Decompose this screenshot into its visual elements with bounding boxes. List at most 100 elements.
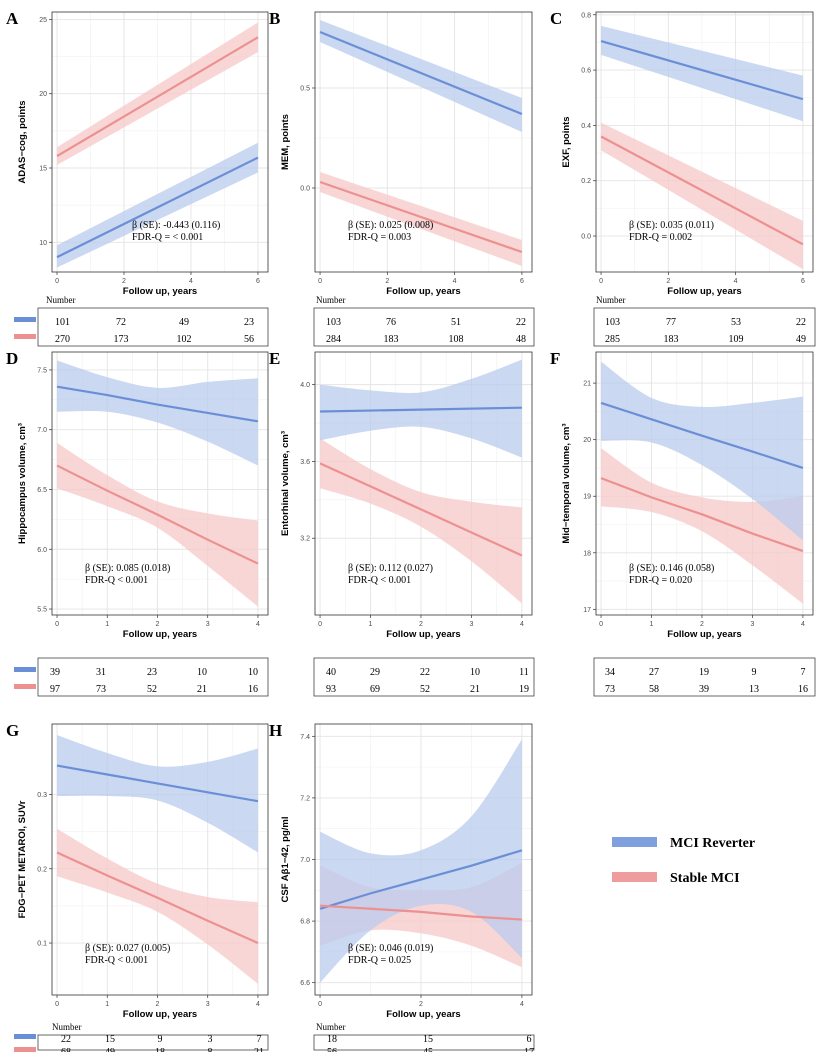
table-cell: 22	[420, 667, 430, 678]
ci-band-reverter	[320, 20, 522, 132]
table-cell: 49	[105, 1047, 115, 1052]
table-cell: 103	[605, 317, 620, 328]
ci-band-reverter	[57, 735, 258, 853]
table-cell: 8	[208, 1047, 213, 1052]
x-axis-label: Follow up, years	[667, 286, 741, 297]
table-cell: 49	[796, 334, 806, 345]
x-tick-label: 4	[734, 278, 738, 285]
number-table: Number 18 15 6 56 45 17	[313, 1022, 535, 1052]
y-tick-label: 0.0	[581, 234, 591, 241]
x-tick-label: 4	[453, 278, 457, 285]
table-cell: 6	[527, 1034, 532, 1045]
x-tick-label: 2	[156, 1001, 160, 1008]
table-cell: 51	[451, 317, 461, 328]
plot-frame	[314, 351, 533, 616]
x-tick-label: 0	[55, 278, 59, 285]
table-cell: 10	[248, 667, 258, 678]
y-axis-label: EXF, points	[561, 116, 572, 167]
table-key-reverter	[14, 1034, 36, 1039]
series-line-stable	[600, 477, 804, 553]
x-tick-label: 0	[599, 621, 603, 628]
x-tick-label: 4	[256, 621, 260, 628]
table-cell: 40	[326, 667, 336, 678]
plot-frame	[51, 351, 269, 616]
y-tick-label: 21	[583, 381, 591, 388]
plot-frame	[51, 11, 269, 273]
y-tick-label: 0.8	[581, 12, 591, 19]
table-cell: 77	[666, 317, 676, 328]
table-cell: 7	[257, 1034, 262, 1045]
y-tick-label: 0.4	[581, 123, 591, 130]
y-tick-label: 15	[39, 166, 47, 173]
x-tick-label: 3	[469, 621, 473, 628]
y-tick-label: 3.6	[300, 459, 310, 466]
x-axis-label: Follow up, years	[667, 629, 741, 640]
table-box	[593, 657, 816, 697]
series-line-stable	[600, 135, 804, 246]
panel-c: 0 2 4 6 0.0 0.2 0.4 0.6 0.8 Follow up, years EXF, …	[550, 9, 816, 347]
table-cell: 48	[516, 334, 526, 345]
ci-band-reverter	[601, 361, 803, 541]
number-table: 34 27 19 9 7 73 58 39 13 16	[593, 657, 816, 697]
table-cell: 9	[752, 667, 757, 678]
y-tick-label: 0.3	[37, 792, 47, 799]
table-header: Number	[46, 295, 76, 305]
table-cell: 108	[449, 334, 464, 345]
table-header: Number	[52, 1022, 82, 1032]
table-key-stable	[14, 1047, 36, 1052]
number-table: 40 29 22 10 11 93 69 52 21 19	[313, 657, 535, 697]
y-tick-label: 0.0	[300, 186, 310, 193]
table-cell: 18	[327, 1034, 337, 1045]
series-line-stable	[319, 462, 523, 557]
table-cell: 284	[326, 334, 341, 345]
y-tick-label: 7.0	[37, 427, 47, 434]
table-box	[313, 307, 535, 347]
series-line-stable	[56, 36, 259, 158]
panel-letter: C	[550, 9, 562, 28]
number-table: 39 31 23 10 10 97 73 52 21 16	[14, 657, 269, 697]
x-axis-label: Follow up, years	[123, 629, 197, 640]
table-cell: 73	[605, 684, 615, 695]
table-cell: 270	[55, 334, 70, 345]
x-tick-label: 6	[256, 278, 260, 285]
y-tick-label: 25	[39, 17, 47, 24]
panel-letter: B	[269, 9, 280, 28]
x-tick-label: 2	[385, 278, 389, 285]
ci-band-reverter	[601, 25, 803, 122]
y-tick-label: 17	[583, 607, 591, 614]
fdr-annotation: FDR-Q = 0.002	[629, 232, 692, 243]
table-cell: 23	[244, 317, 254, 328]
ci-band-stable	[601, 122, 803, 270]
table-key-stable	[14, 334, 36, 339]
table-cell: 19	[519, 684, 529, 695]
x-tick-label: 6	[801, 278, 805, 285]
y-tick-label: 6.8	[300, 919, 310, 926]
table-cell: 34	[605, 667, 615, 678]
table-cell: 31	[96, 667, 106, 678]
fdr-annotation: FDR-Q < 0.001	[85, 955, 148, 966]
series-line-reverter	[56, 156, 259, 259]
table-cell: 21	[197, 684, 207, 695]
y-tick-label: 5.5	[37, 607, 47, 614]
x-tick-label: 2	[419, 621, 423, 628]
table-cell: 16	[798, 684, 808, 695]
series-line-stable	[319, 180, 523, 254]
panel-letter: A	[6, 9, 19, 28]
fdr-annotation: FDR-Q = 0.020	[629, 575, 692, 586]
panel-letter: F	[550, 349, 560, 368]
table-cell: 285	[605, 334, 620, 345]
beta-annotation: β (SE): 0.035 (0.011)	[629, 220, 714, 231]
series-line-stable	[319, 904, 522, 921]
panel-g: 0 1 2 3 4 0.1 0.2 0.3 Follow up, years FDG−PET ME…	[6, 721, 269, 1052]
table-cell: 18	[155, 1047, 165, 1052]
table-cell: 56	[327, 1047, 337, 1052]
table-cell: 53	[731, 317, 741, 328]
y-tick-label: 6.0	[37, 547, 47, 554]
x-tick-label: 1	[105, 621, 109, 628]
table-box	[313, 1034, 535, 1051]
table-box	[37, 307, 269, 347]
y-tick-label: 18	[583, 550, 591, 557]
series-line-reverter	[320, 406, 522, 413]
x-tick-label: 2	[700, 621, 704, 628]
